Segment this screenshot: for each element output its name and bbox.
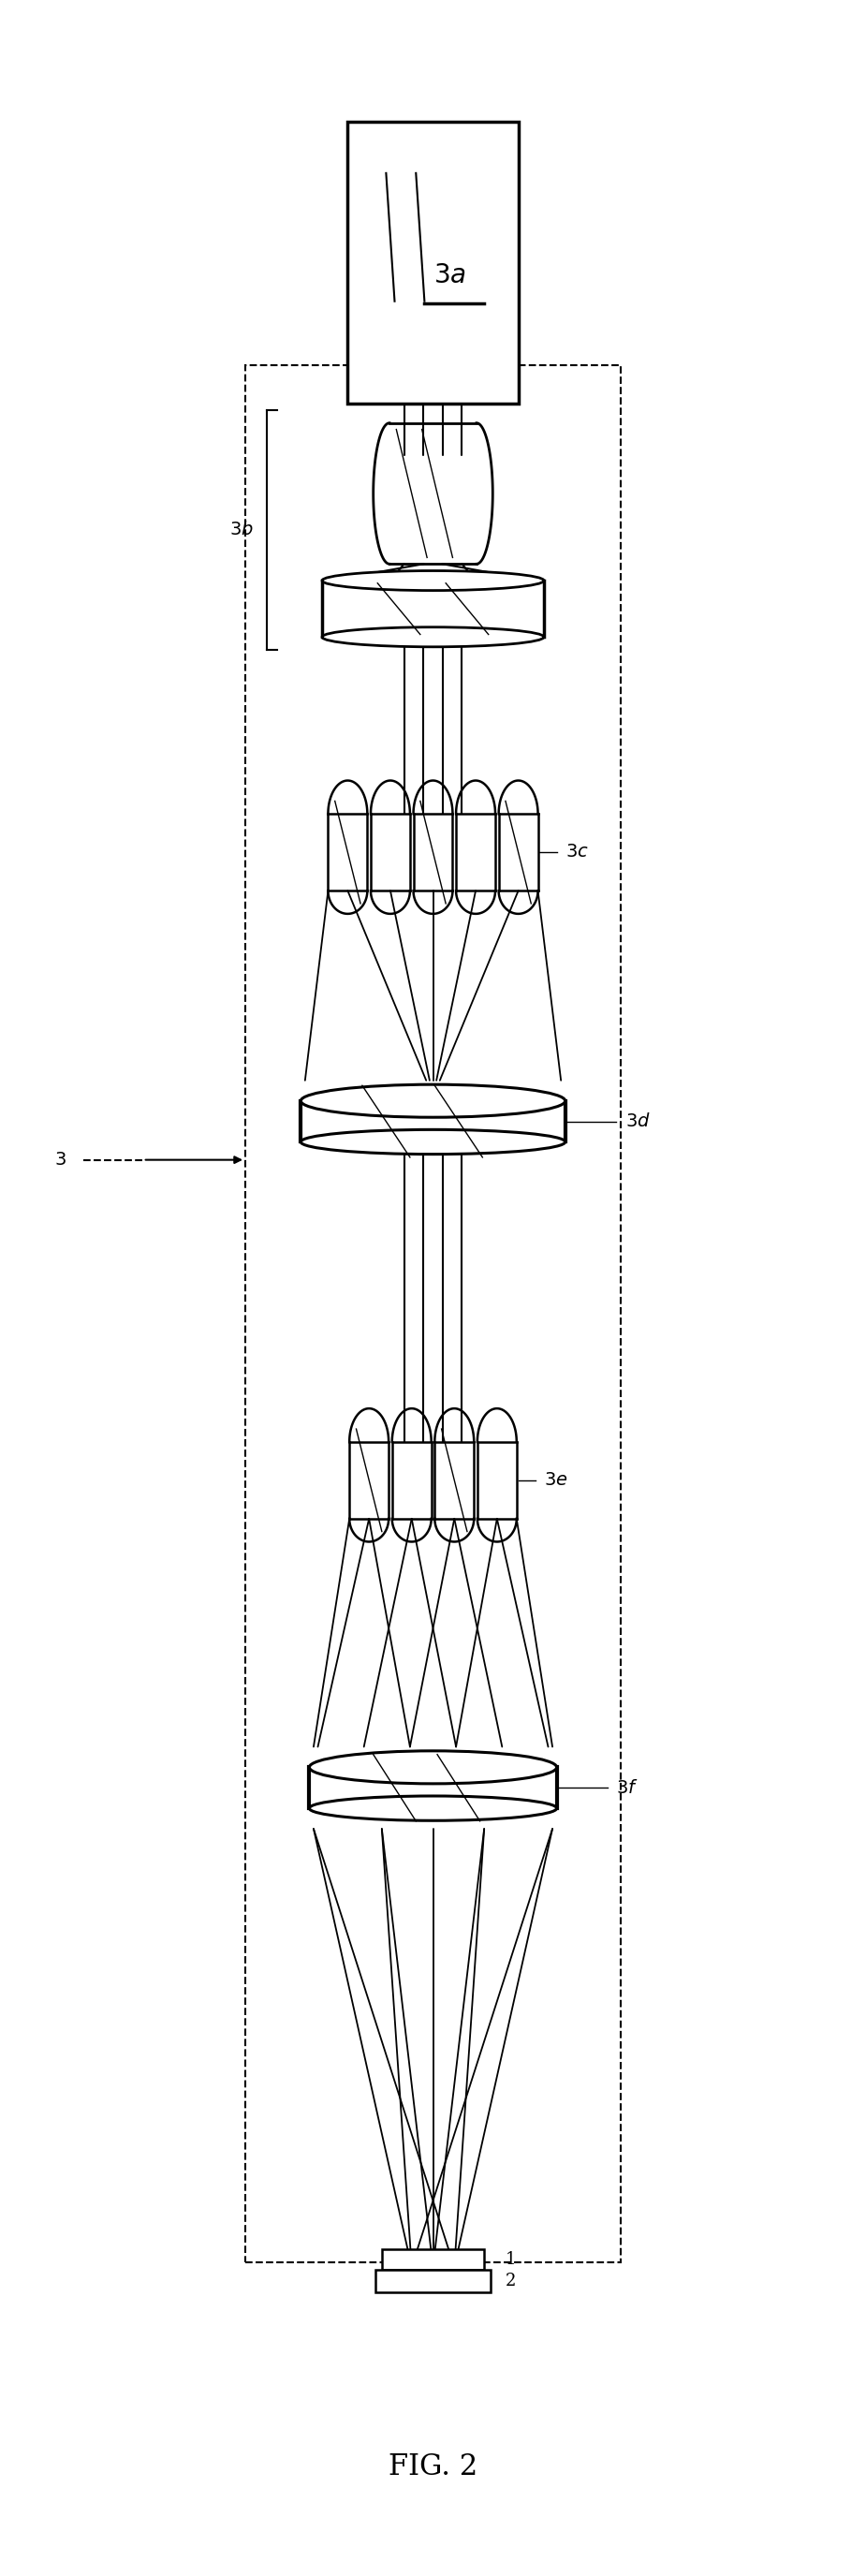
Text: $3a$: $3a$ — [434, 263, 467, 289]
Ellipse shape — [301, 1084, 565, 1118]
Ellipse shape — [322, 626, 544, 647]
Bar — [375, 2269, 491, 2293]
Text: $3c$: $3c$ — [565, 845, 589, 860]
Text: $3d$: $3d$ — [625, 1113, 650, 1131]
Bar — [245, 366, 621, 2262]
Text: $3f$: $3f$ — [617, 1780, 638, 1795]
Ellipse shape — [301, 1131, 565, 1154]
Text: $3$: $3$ — [55, 1151, 66, 1170]
Bar — [348, 121, 518, 404]
Text: 1: 1 — [506, 2251, 516, 2267]
Ellipse shape — [309, 1752, 557, 1783]
Ellipse shape — [322, 572, 544, 590]
Text: $3e$: $3e$ — [544, 1471, 568, 1489]
Text: FIG. 2: FIG. 2 — [389, 2452, 477, 2481]
Text: $3b$: $3b$ — [229, 520, 254, 538]
Bar — [382, 2249, 484, 2269]
Ellipse shape — [309, 1795, 557, 1821]
Text: 2: 2 — [506, 2272, 516, 2290]
